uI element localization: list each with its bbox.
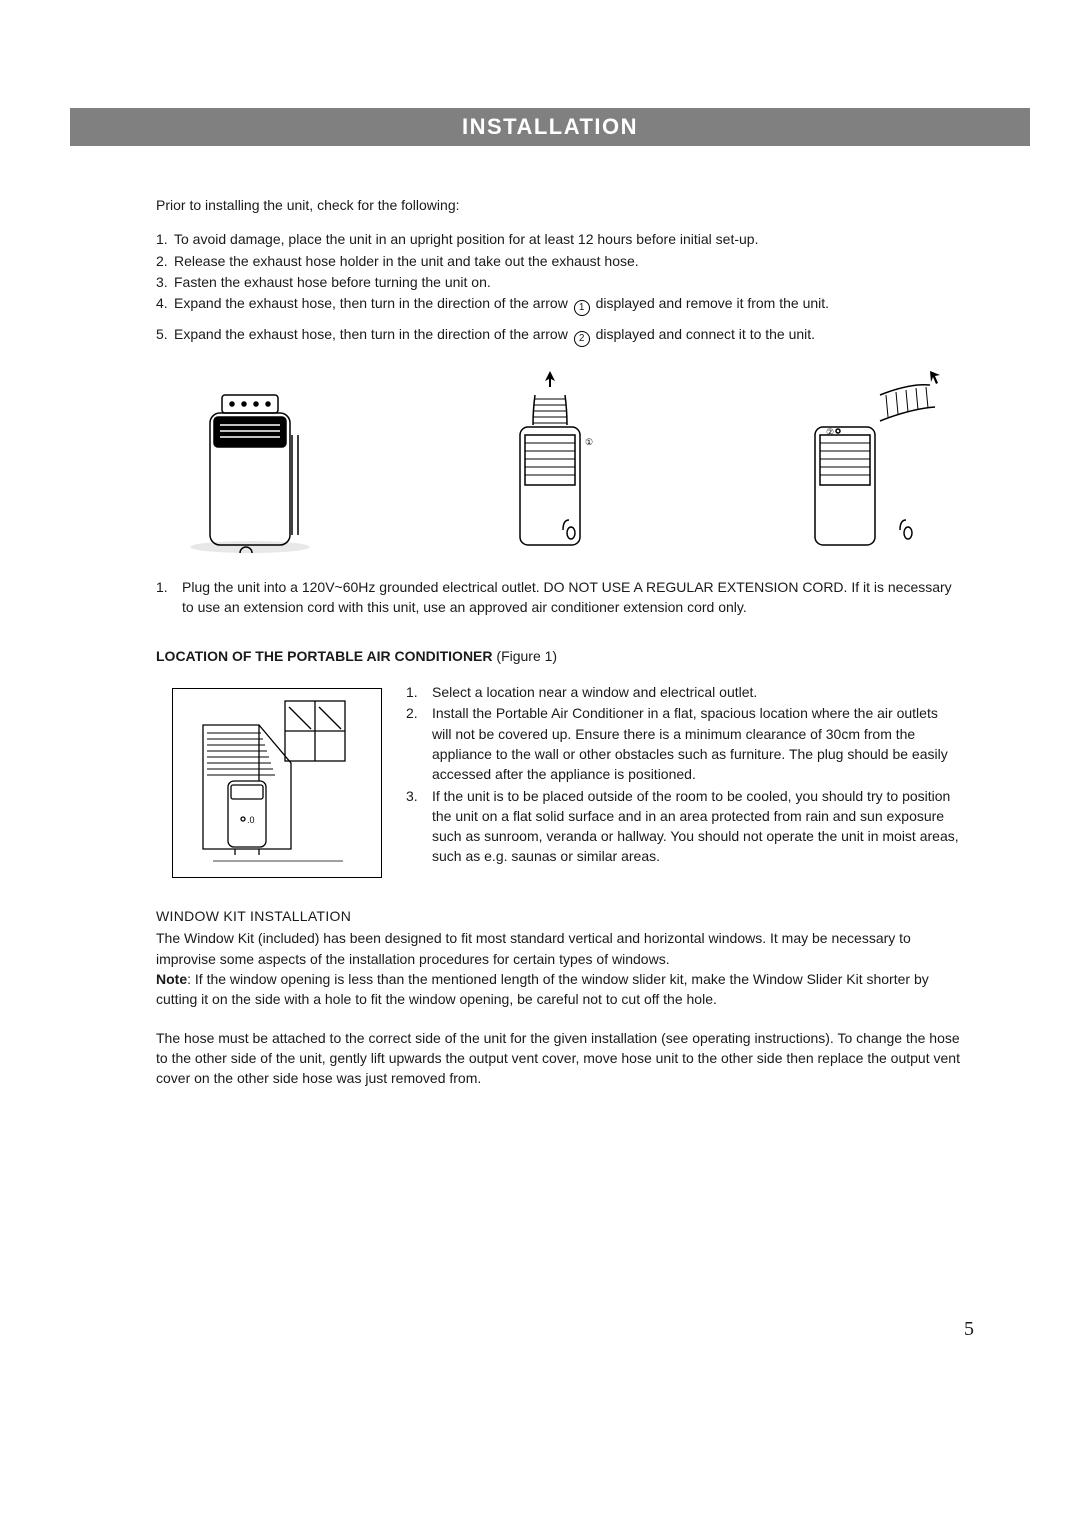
intro-text: Prior to installing the unit, check for … bbox=[156, 195, 960, 215]
item-text: Expand the exhaust hose, then turn in th… bbox=[174, 324, 960, 347]
location-heading-bold: LOCATION OF THE PORTABLE AIR CONDITIONER bbox=[156, 648, 493, 664]
item-number: 4. bbox=[156, 293, 174, 316]
plug-instruction: 1. Plug the unit into a 120V~60Hz ground… bbox=[156, 577, 960, 618]
item-text: Install the Portable Air Conditioner in … bbox=[432, 703, 960, 784]
item-text: Select a location near a window and elec… bbox=[432, 682, 960, 702]
wk-p1-a: The Window Kit (included) has been desig… bbox=[156, 930, 911, 966]
hose-remove-illustration: ① bbox=[475, 365, 625, 555]
item-text: To avoid damage, place the unit in an up… bbox=[174, 229, 960, 249]
item-number: 1. bbox=[156, 229, 174, 249]
circled-number-icon: 2 bbox=[574, 331, 590, 347]
step5-part-b: displayed and connect it to the unit. bbox=[592, 326, 815, 342]
location-heading-rest: (Figure 1) bbox=[493, 648, 558, 664]
section-header-bar: INSTALLATION bbox=[70, 108, 1030, 146]
svg-text:②: ② bbox=[826, 427, 834, 437]
page-number: 5 bbox=[964, 1318, 974, 1341]
step4-part-b: displayed and remove it from the unit. bbox=[592, 295, 829, 311]
page-content: Prior to installing the unit, check for … bbox=[156, 195, 960, 1088]
item-number: 2. bbox=[156, 251, 174, 271]
item-number: 1. bbox=[406, 682, 432, 702]
unit-front-illustration bbox=[180, 385, 320, 555]
list-item: 1. To avoid damage, place the unit in an… bbox=[156, 229, 960, 249]
illustration-row: ① bbox=[156, 365, 960, 555]
item-text: Plug the unit into a 120V~60Hz grounded … bbox=[182, 577, 960, 618]
window-kit-para-1: The Window Kit (included) has been desig… bbox=[156, 928, 960, 1009]
hose-connect-illustration: ② bbox=[780, 365, 950, 555]
step4-part-a: Expand the exhaust hose, then turn in th… bbox=[174, 295, 572, 311]
list-item: 2. Install the Portable Air Conditioner … bbox=[406, 703, 960, 784]
location-heading: LOCATION OF THE PORTABLE AIR CONDITIONER… bbox=[156, 646, 960, 666]
list-item: 3. Fasten the exhaust hose before turnin… bbox=[156, 272, 960, 292]
list-item: 3. If the unit is to be placed outside o… bbox=[406, 786, 960, 867]
item-number: 2. bbox=[406, 703, 432, 784]
window-kit-heading: WINDOW KIT INSTALLATION bbox=[156, 906, 960, 926]
location-list: 1. Select a location near a window and e… bbox=[406, 682, 960, 878]
svg-text:.0: .0 bbox=[247, 815, 255, 825]
circled-number-icon: 1 bbox=[574, 300, 590, 316]
list-item: 5. Expand the exhaust hose, then turn in… bbox=[156, 324, 960, 347]
list-item: 2. Release the exhaust hose holder in th… bbox=[156, 251, 960, 271]
item-text: Expand the exhaust hose, then turn in th… bbox=[174, 293, 960, 316]
section-title: INSTALLATION bbox=[462, 114, 638, 140]
item-text: Fasten the exhaust hose before turning t… bbox=[174, 272, 960, 292]
list-item: 4. Expand the exhaust hose, then turn in… bbox=[156, 293, 960, 316]
figure-1-illustration: .0 bbox=[173, 689, 381, 877]
wk-p1-b: : If the window opening is less than the… bbox=[156, 971, 929, 1007]
pre-install-steps: 1. To avoid damage, place the unit in an… bbox=[156, 229, 960, 347]
item-number: 3. bbox=[156, 272, 174, 292]
item-text: If the unit is to be placed outside of t… bbox=[432, 786, 960, 867]
item-number: 1. bbox=[156, 577, 182, 618]
item-number: 3. bbox=[406, 786, 432, 867]
list-item: 1. Select a location near a window and e… bbox=[406, 682, 960, 702]
svg-text:①: ① bbox=[585, 437, 593, 447]
location-row: .0 1. Select a location near a window an… bbox=[156, 682, 960, 878]
item-number: 5. bbox=[156, 324, 174, 347]
window-kit-para-2: The hose must be attached to the correct… bbox=[156, 1028, 960, 1089]
figure-1: .0 bbox=[172, 688, 382, 878]
item-text: Release the exhaust hose holder in the u… bbox=[174, 251, 960, 271]
note-label: Note bbox=[156, 971, 187, 987]
step5-part-a: Expand the exhaust hose, then turn in th… bbox=[174, 326, 572, 342]
